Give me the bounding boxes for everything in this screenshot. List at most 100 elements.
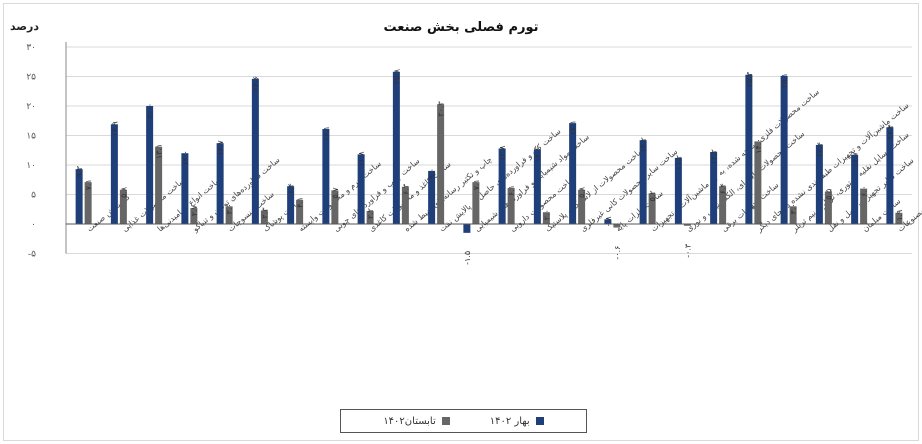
bar-spring [216, 143, 224, 224]
y-tick-label: ۲۰ [26, 102, 36, 112]
bar-spring [569, 123, 577, 224]
bar-summer [472, 182, 480, 224]
bar-value-label: ۷.۱ [84, 179, 93, 190]
bar-value-label: ۱۳.۱ [155, 144, 164, 159]
x-category-label: ساخت محصولات دارویی [508, 174, 577, 234]
bar-value-label: -۰.۶ [613, 246, 622, 260]
bar-spring [745, 74, 753, 224]
bar-value-label: ۲.۳ [260, 207, 269, 219]
bar-summer [719, 186, 727, 224]
bar-value-label: ۶.۳ [401, 183, 410, 195]
bar-spring [604, 219, 612, 224]
bar-value-label: ۱۲.۲ [710, 149, 719, 164]
bar-summer [401, 186, 409, 224]
bar-value-label: ۲۵.۱ [780, 73, 789, 88]
bar-value-label: ۱۲.۸ [498, 145, 507, 161]
bar-value-label: ۶.۴ [719, 183, 728, 194]
bar-value-label: ۳.۰ [789, 203, 798, 214]
y-tick-label: ۳۰ [26, 43, 36, 53]
bar-spring [287, 186, 295, 224]
y-tick-label: ۰ [31, 220, 36, 230]
bar-spring [710, 152, 718, 224]
legend-label-spring: بهار ۱۴۰۲ [489, 415, 530, 427]
bar-value-label: ۷.۱ [472, 179, 481, 190]
bar-summer [507, 188, 515, 224]
legend-swatch-summer [441, 417, 450, 425]
bar-spring [815, 144, 823, 224]
bar-value-label: ۳.۰ [225, 203, 234, 214]
x-category-label: ساخت سایر مصنوعات [896, 178, 922, 234]
bar-spring [75, 169, 83, 224]
bar-value-label: ۵.۸ [119, 186, 128, 198]
bar-summer [225, 206, 233, 224]
bar-spring [886, 127, 894, 224]
bar-value-label: ۱۶.۴ [886, 124, 895, 139]
bar-value-label: ۶.۰ [860, 186, 869, 197]
bar-summer [296, 199, 304, 224]
bar-value-label: ۲۴.۶ [251, 76, 260, 91]
bar-summer [578, 189, 586, 224]
bar-spring [146, 106, 154, 224]
bar-spring [357, 154, 365, 224]
bar-value-label: ۱۲.۰ [181, 150, 190, 165]
bar-summer [683, 224, 691, 226]
bar-value-label: ۱۷.۱ [569, 120, 578, 135]
bar-summer [542, 212, 550, 224]
bar-summer [119, 189, 127, 224]
legend-item-summer: تابستان۱۴۰۲ [383, 415, 450, 427]
bar-summer [190, 208, 198, 224]
bar-value-label: ۱.۹ [895, 210, 904, 221]
bar-summer [84, 182, 92, 224]
chart-legend: بهار ۱۴۰۲ تابستان۱۴۰۲ [340, 409, 587, 433]
bar-value-label: ۱۱.۷ [851, 151, 860, 167]
bar-value-label: ۱۴.۲ [639, 137, 648, 152]
legend-label-summer: تابستان۱۴۰۲ [383, 415, 436, 427]
bar-spring [428, 170, 436, 224]
bar-value-label: ۹.۰ [428, 168, 437, 179]
legend-swatch-spring [535, 417, 544, 425]
bar-spring [110, 124, 118, 224]
bar-spring [251, 78, 259, 224]
bar-spring [639, 140, 647, 224]
bar-spring [533, 149, 541, 224]
bar-summer [860, 188, 868, 224]
bar-value-label: ۱۴.۰ [754, 138, 763, 153]
bar-value-label: ۵.۷ [331, 187, 340, 199]
bar-value-label: ۲۰.۳ [437, 101, 446, 117]
bar-value-label: ۲.۰ [542, 209, 551, 220]
bar-spring [322, 129, 330, 224]
bar-value-label: ۵.۵ [824, 189, 833, 200]
bar-spring [780, 75, 788, 224]
bar-summer [260, 210, 268, 224]
bar-value-label: ۹.۳ [75, 165, 84, 177]
y-tick-label: ۱۰ [26, 161, 36, 171]
y-tick-label: ۲۵ [26, 73, 36, 83]
bar-value-label: ۲۰.۰ [146, 103, 155, 118]
bar-spring [392, 71, 400, 224]
bar-summer [613, 224, 621, 228]
chart-title: تورم فصلی بخش صنعت [383, 20, 539, 35]
bar-summer [331, 190, 339, 224]
bar-value-label: ۲۵.۸ [392, 68, 401, 84]
bar-value-label: ۲.۲ [366, 208, 375, 219]
y-axis-unit-label: درصد [10, 20, 39, 33]
bar-value-label: -۰.۳ [683, 243, 692, 258]
y-tick-label: ۵ [31, 191, 36, 201]
y-tick-label: -۵ [28, 250, 36, 260]
bar-value-label: ۶.۴ [287, 183, 296, 194]
bar-value-label: ۵.۸ [578, 186, 587, 198]
bar-value-label: ۵.۲ [648, 190, 657, 201]
bar-spring [851, 154, 859, 224]
bar-value-label: ۱۶.۹ [110, 121, 119, 136]
bar-value-label: ۱۳.۴ [815, 142, 824, 157]
bar-summer [437, 104, 445, 224]
bar-value-label: ۱۲.۶ [533, 147, 542, 162]
bar-spring [463, 224, 471, 233]
bar-summer [824, 191, 832, 224]
bar-summer [754, 141, 762, 224]
bar-value-label: ۲.۷ [190, 204, 199, 216]
bar-summer [789, 206, 797, 224]
x-category-label: ساخت انواع آشامیدنی‌ها [155, 174, 223, 234]
bar-spring [181, 153, 189, 224]
